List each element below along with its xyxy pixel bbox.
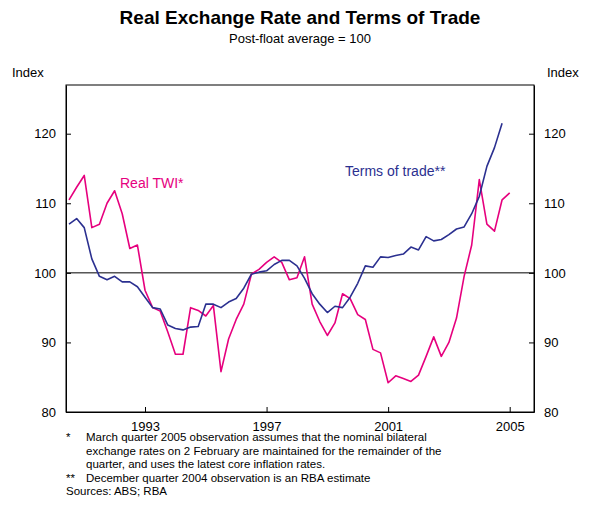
tick-mark	[145, 407, 146, 412]
tick: 80	[42, 405, 71, 420]
tick-mark	[66, 412, 71, 413]
tick-label: 90	[42, 335, 56, 350]
tick-label: 120	[34, 126, 56, 141]
plot-area	[66, 123, 534, 383]
tick-label: 110	[544, 196, 565, 211]
footnote: quarter, and uses the latest core inflat…	[86, 458, 325, 470]
y-axis: 80 90 100 110 120	[34, 86, 71, 420]
tick-mark	[267, 407, 268, 412]
tick-mark	[66, 342, 71, 343]
x-axis-line	[67, 412, 535, 413]
series-label: Terms of trade**	[345, 163, 446, 179]
series-line	[69, 123, 502, 330]
tick: 2005	[496, 407, 525, 434]
tick-mark	[529, 203, 534, 204]
footnote: December quarter 2004 observation is an …	[86, 472, 370, 484]
reference-line	[66, 272, 534, 273]
tick-label: 80	[42, 405, 56, 420]
tick: 110	[35, 196, 71, 211]
tick-mark	[510, 407, 511, 412]
tick-label: 80	[544, 405, 558, 420]
tick-label: 90	[544, 335, 558, 350]
tick: 120	[34, 126, 71, 141]
y2-axis-title: Index	[547, 65, 579, 80]
footnote: exchange rates on 2 February are maintai…	[86, 445, 441, 457]
tick-label: 120	[544, 126, 566, 141]
tick-mark	[529, 342, 534, 343]
tick-mark	[66, 134, 71, 135]
source: Sources: ABS; RBA	[66, 485, 167, 497]
tick: 100	[529, 266, 566, 281]
tick-label: 100	[544, 266, 566, 281]
tick-label: 100	[34, 266, 56, 281]
y2-axis: 80 90 100 110 120	[529, 86, 566, 420]
title: Real Exchange Rate and Terms of Trade	[120, 7, 481, 28]
tick: 90	[42, 335, 71, 350]
chart: Real Exchange Rate and Terms of Trade Pos…	[0, 0, 600, 528]
series-label: Real TWI*	[120, 175, 184, 191]
subtitle: Post-float average = 100	[229, 31, 371, 46]
footnote: March quarter 2005 observation assumes t…	[86, 431, 427, 443]
tick-label: 110	[35, 196, 56, 211]
tick: 120	[529, 126, 566, 141]
tick-mark	[529, 134, 534, 135]
y2-axis-line	[534, 86, 535, 413]
tick-mark	[66, 203, 71, 204]
footnote-marker: **	[66, 472, 75, 484]
tick: 100	[34, 266, 71, 281]
y-axis-title: Index	[12, 65, 44, 80]
tick: 90	[529, 335, 558, 350]
tick-mark	[529, 412, 534, 413]
tick: 80	[529, 405, 558, 420]
footnote-marker: *	[66, 431, 71, 443]
tick-mark	[388, 407, 389, 412]
plot-frame	[66, 85, 534, 412]
series-line	[69, 175, 510, 382]
tick-label: 2005	[496, 419, 525, 434]
tick: 110	[529, 196, 565, 211]
